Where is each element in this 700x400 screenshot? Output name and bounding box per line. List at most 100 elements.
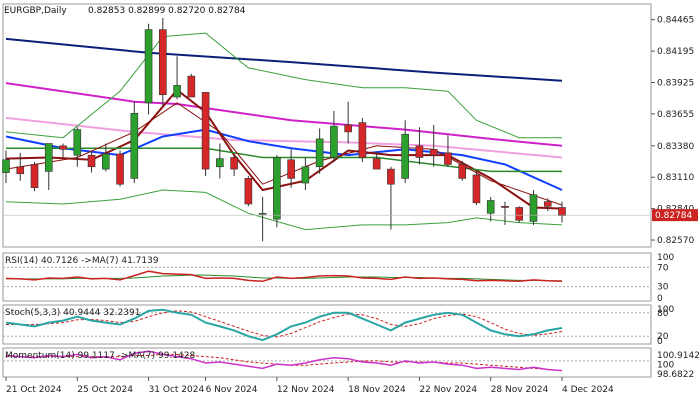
candle-23: [330, 110, 338, 163]
momentum-tick-label: 100.9142: [657, 351, 700, 361]
candle-body: [501, 206, 509, 208]
candle-body: [543, 201, 552, 207]
candle-body: [216, 158, 224, 168]
date-label: 6 Nov 2024: [206, 385, 258, 395]
date-label: 12 Nov 2024: [277, 385, 335, 395]
candle-0: [2, 150, 10, 184]
candles[interactable]: [2, 17, 652, 242]
candle-body: [287, 159, 295, 179]
price-grid: [2, 3, 652, 248]
ma-line-bollinger-7: [5, 189, 563, 231]
candle-body: [558, 207, 566, 216]
candle-27: [387, 166, 395, 230]
candle-20: [287, 149, 295, 188]
candle-body: [458, 164, 467, 179]
candle-body: [415, 145, 424, 158]
current-price-box: [652, 209, 698, 222]
rsi-tick-label: 0: [657, 294, 663, 304]
price-tick-label: 0.84195: [657, 47, 694, 57]
candle-body: [59, 145, 67, 150]
candle-34: [486, 197, 495, 222]
candle-38: [543, 198, 552, 211]
candle-18: [258, 197, 267, 242]
rsi-tick-label: 70: [657, 263, 669, 273]
candle-24: [344, 101, 352, 144]
rsi-tick-label: 30: [657, 283, 669, 293]
symbol-label: EURGBP,Daily: [4, 6, 67, 16]
candle-37: [529, 190, 538, 225]
candle-28: [401, 120, 409, 184]
candle-body: [16, 166, 25, 175]
ma-line-ma_pink-2: [5, 116, 563, 159]
candle-body: [529, 194, 538, 222]
candle-36: [515, 206, 524, 223]
candle-body: [315, 138, 324, 168]
price-tick-label: 0.83380: [657, 142, 694, 152]
candle-7: [101, 143, 110, 172]
candle-6: [87, 151, 96, 173]
rsi-tick-label: 100: [657, 253, 674, 263]
candle-3: [44, 143, 53, 191]
candle-11: [159, 17, 167, 107]
candle-body: [30, 164, 39, 189]
candle-body: [301, 166, 310, 184]
candle-17: [244, 176, 253, 207]
date-label: 18 Nov 2024: [348, 385, 406, 395]
candle-22: [315, 128, 324, 174]
candle-body: [444, 152, 452, 165]
candle-8: [116, 150, 124, 187]
stoch-d-line: [6, 310, 563, 338]
ma-line-ma_magenta-1: [5, 82, 563, 147]
candle-body: [44, 143, 53, 172]
ma-line-ma_blue-3: [5, 128, 563, 191]
stoch-tick-label: 80: [657, 309, 669, 319]
price-tick-label: 0.83925: [657, 78, 694, 88]
candle-body: [429, 149, 438, 156]
candle-35: [501, 201, 509, 225]
ma-line-ma_darkred-8: [5, 102, 563, 206]
date-label: 31 Oct 2024: [149, 385, 205, 395]
date-label: 21 Oct 2024: [6, 385, 62, 395]
candle-body: [486, 200, 495, 214]
candle-body: [101, 153, 110, 170]
candle-2: [30, 162, 39, 192]
candle-33: [472, 171, 481, 206]
ohlc-values: 0.82853 0.82899 0.82720 0.82784: [88, 6, 246, 16]
candle-25: [358, 117, 367, 163]
candle-body: [387, 168, 395, 185]
price-tick-label: 0.83655: [657, 110, 694, 120]
candle-31: [444, 135, 452, 167]
candle-body: [273, 157, 281, 220]
candle-body: [258, 212, 267, 215]
candle-body: [515, 207, 524, 221]
candle-1: [16, 152, 25, 181]
momentum-tick-label: 100: [657, 361, 674, 371]
candle-body: [201, 92, 210, 170]
price-tick-label: 0.83110: [657, 173, 694, 183]
candle-body: [187, 75, 196, 98]
stoch-tick-label: 0: [657, 337, 663, 347]
momentum-label: Momentum(14) 99.1117 ->MA(7) 99.1428: [5, 351, 196, 361]
candle-21: [301, 157, 310, 191]
momentum-frame: [2, 347, 652, 378]
candle-body: [159, 29, 167, 95]
price-panel-frame: [2, 3, 652, 248]
ma-line-ma_dark_blue-0: [5, 37, 563, 82]
candle-body: [173, 85, 181, 98]
indicator-panels: RSI(14) 40.7126 ->MA(7) 41.7139 10070300S…: [2, 252, 700, 380]
price-tick-label: 0.82570: [657, 236, 694, 246]
candle-body: [330, 125, 338, 158]
candle-body: [344, 124, 352, 133]
candle-30: [429, 124, 438, 167]
date-label: 4 Dec 2024: [562, 385, 614, 395]
rsi-frame: [2, 252, 652, 302]
candle-body: [358, 122, 367, 158]
candle-body: [244, 178, 253, 205]
candle-body: [130, 112, 139, 179]
candle-9: [130, 101, 139, 184]
candle-29: [415, 127, 424, 165]
price-tick-label: 0.84465: [657, 16, 694, 26]
momentum-line: [5, 350, 563, 372]
candle-19: [273, 155, 281, 228]
